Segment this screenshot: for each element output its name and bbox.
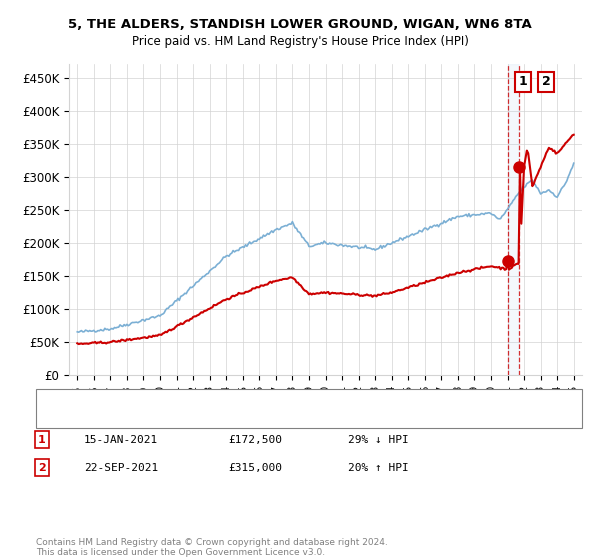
Text: £172,500: £172,500 xyxy=(228,435,282,445)
Text: 2: 2 xyxy=(38,463,46,473)
Text: —: — xyxy=(48,389,65,407)
Text: 15-JAN-2021: 15-JAN-2021 xyxy=(84,435,158,445)
Text: £315,000: £315,000 xyxy=(228,463,282,473)
Text: 1: 1 xyxy=(38,435,46,445)
Text: 20% ↑ HPI: 20% ↑ HPI xyxy=(348,463,409,473)
Text: 29% ↓ HPI: 29% ↓ HPI xyxy=(348,435,409,445)
Text: 5, THE ALDERS, STANDISH LOWER GROUND, WIGAN, WN6 8TA: 5, THE ALDERS, STANDISH LOWER GROUND, WI… xyxy=(68,18,532,31)
Text: Contains HM Land Registry data © Crown copyright and database right 2024.
This d: Contains HM Land Registry data © Crown c… xyxy=(36,538,388,557)
Text: HPI: Average price, detached house, Wigan: HPI: Average price, detached house, Wiga… xyxy=(75,408,301,418)
Text: 1: 1 xyxy=(518,75,527,88)
Bar xyxy=(508,64,520,375)
Text: 2: 2 xyxy=(542,75,550,88)
Text: 5, THE ALDERS, STANDISH LOWER GROUND, WIGAN, WN6 8TA (detached house): 5, THE ALDERS, STANDISH LOWER GROUND, WI… xyxy=(75,393,494,403)
Text: 22-SEP-2021: 22-SEP-2021 xyxy=(84,463,158,473)
Text: —: — xyxy=(48,404,65,422)
Text: Price paid vs. HM Land Registry's House Price Index (HPI): Price paid vs. HM Land Registry's House … xyxy=(131,35,469,48)
